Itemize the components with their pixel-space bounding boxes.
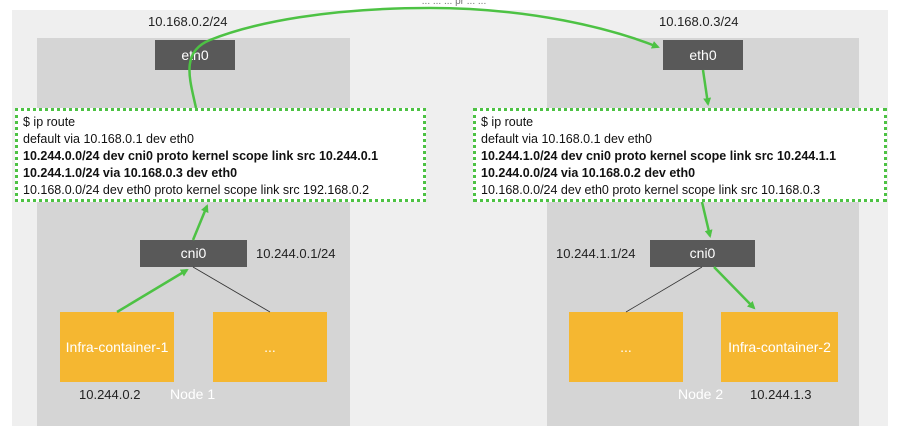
infra-container-2-ip: 10.244.1.3 xyxy=(750,387,811,402)
node2-route-table: $ ip route default via 10.168.0.1 dev et… xyxy=(473,108,887,202)
route-line: 10.244.0.0/24 via 10.168.0.2 dev eth0 xyxy=(481,165,879,182)
top-note: ... ... ... pr ... ... xyxy=(0,0,908,7)
node1-cni0[interactable]: cni0 xyxy=(140,240,247,267)
route-line: 10.168.0.0/24 dev eth0 proto kernel scop… xyxy=(23,182,418,199)
route-line: 10.244.0.0/24 dev cni0 proto kernel scop… xyxy=(23,148,418,165)
route-line: 10.244.1.0/24 dev cni0 proto kernel scop… xyxy=(481,148,879,165)
route-line: default via 10.168.0.1 dev eth0 xyxy=(23,131,418,148)
infra-container-1-ip: 10.244.0.2 xyxy=(79,387,140,402)
node2-cni0-ip: 10.244.1.1/24 xyxy=(556,246,636,261)
node1-eth0[interactable]: eth0 xyxy=(155,40,235,70)
node1-eth0-ip: 10.168.0.2/24 xyxy=(148,14,228,29)
node1-route-table: $ ip route default via 10.168.0.1 dev et… xyxy=(15,108,426,202)
node1-container-more[interactable]: ... xyxy=(213,312,327,382)
node1-cni0-ip: 10.244.0.1/24 xyxy=(256,246,336,261)
route-line: default via 10.168.0.1 dev eth0 xyxy=(481,131,879,148)
node-1-label: Node 1 xyxy=(170,386,215,402)
node2-eth0[interactable]: eth0 xyxy=(663,40,743,70)
node2-container-more[interactable]: ... xyxy=(569,312,683,382)
route-line: 10.168.0.0/24 dev eth0 proto kernel scop… xyxy=(481,182,879,199)
node2-cni0[interactable]: cni0 xyxy=(650,240,755,267)
node2-eth0-ip: 10.168.0.3/24 xyxy=(659,14,739,29)
route-line: $ ip route xyxy=(481,114,879,131)
infra-container-2[interactable]: Infra-container-2 xyxy=(721,312,838,382)
node-2-label: Node 2 xyxy=(678,386,723,402)
route-line: $ ip route xyxy=(23,114,418,131)
route-line: 10.244.1.0/24 via 10.168.0.3 dev eth0 xyxy=(23,165,418,182)
infra-container-1[interactable]: Infra-container-1 xyxy=(60,312,174,382)
